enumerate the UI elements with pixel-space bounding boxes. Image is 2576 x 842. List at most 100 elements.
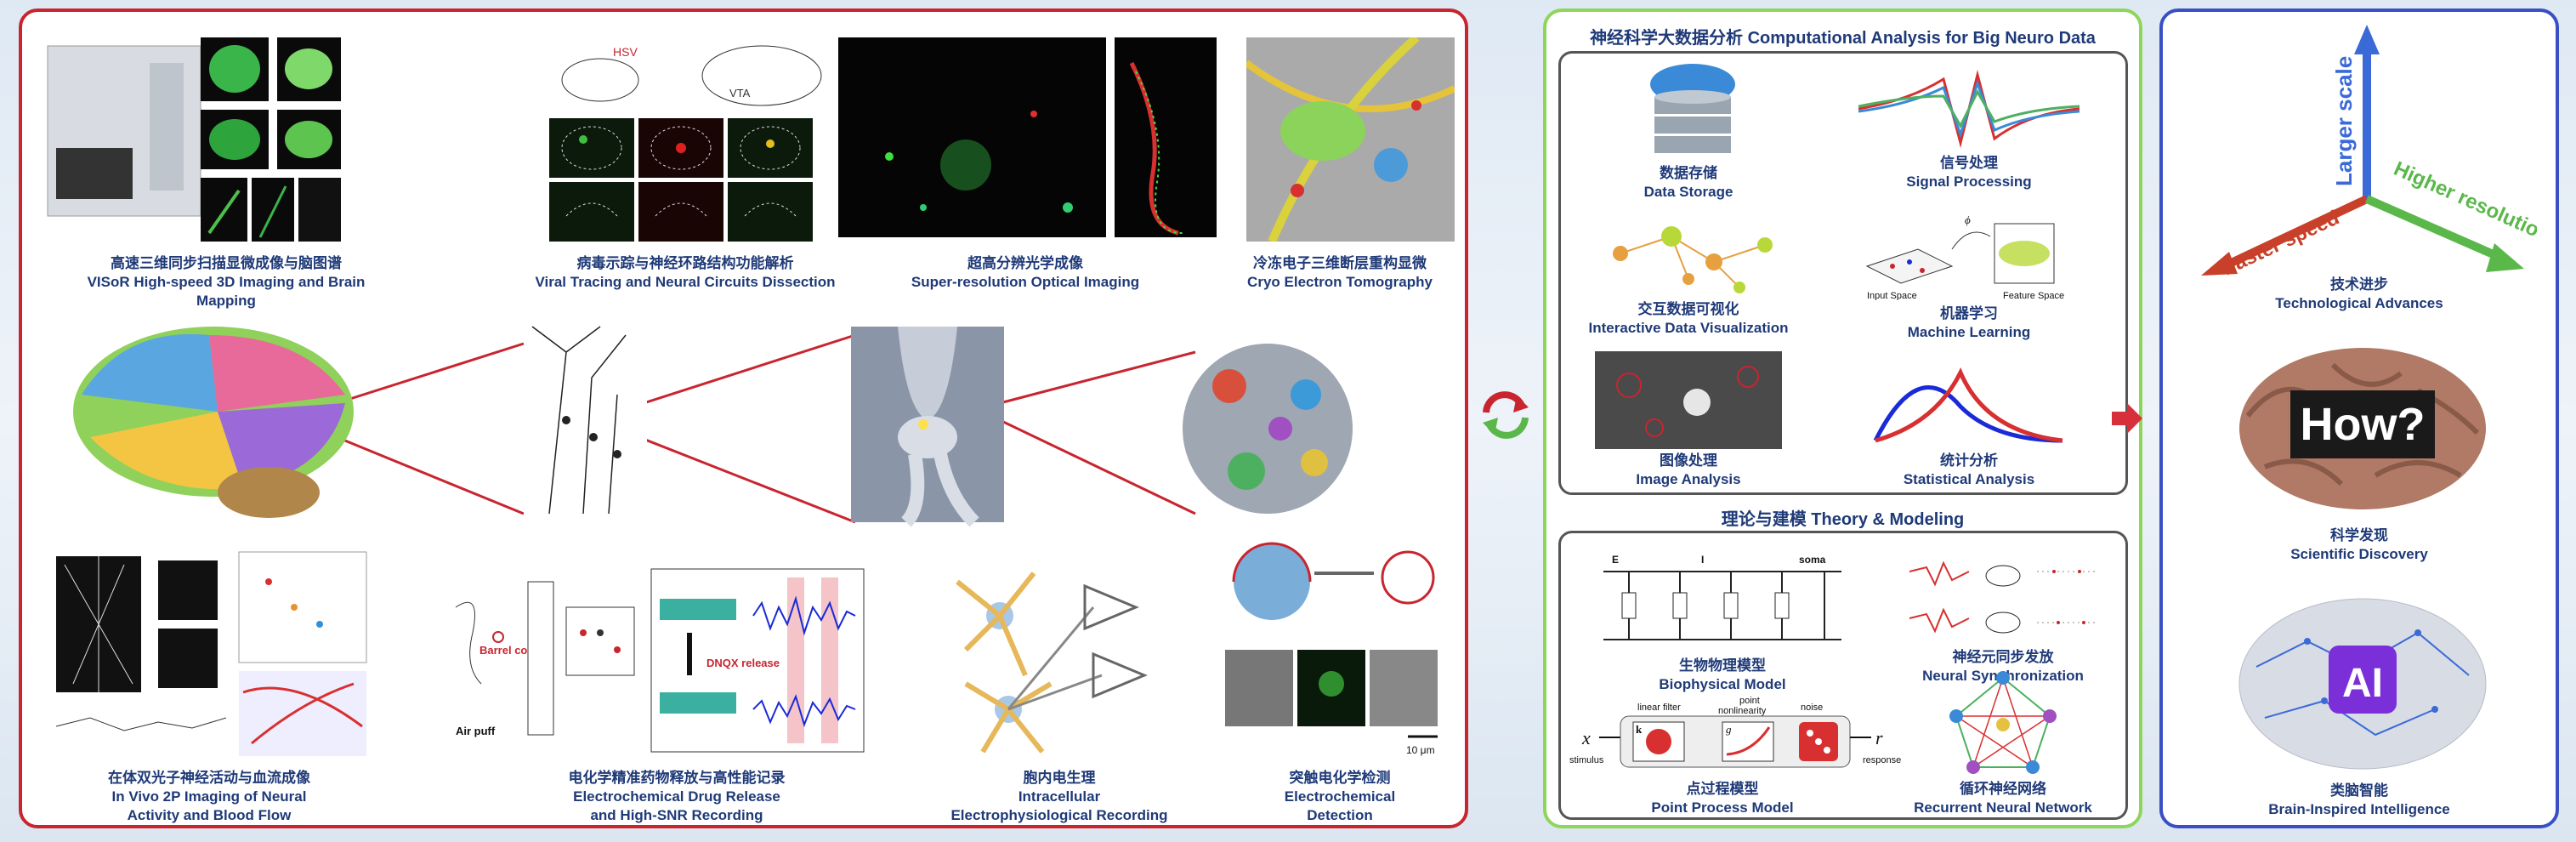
colored-brain <box>73 327 354 518</box>
caption-in-vivo: 在体双光子神经活动与血流成像 In Vivo 2P Imaging of Neu… <box>82 769 337 825</box>
right-panel: Larger scale Faster speed Higher resolut… <box>2159 9 2559 828</box>
caption-en: Electrophysiological Recording <box>950 807 1168 823</box>
response-label: response <box>1863 755 1901 765</box>
scalebar-label: 10 μm <box>1406 744 1435 756</box>
point-process-diagram: x stimulus linear filter point nonlinear… <box>1569 696 1901 768</box>
point-process-caption: 点过程模型 Point Process Model <box>1629 780 1816 817</box>
synaptic-detection-figure: 10 μm <box>1212 539 1459 760</box>
ai-label: AI <box>2342 661 2383 706</box>
caption-en: Intracellular <box>1018 788 1101 805</box>
caption-en: Biophysical Model <box>1659 676 1786 692</box>
circuit-diagram: E I soma <box>1603 554 1841 640</box>
caption-en: Statistical Analysis <box>1903 471 2035 487</box>
caption-en: Electrochemical Drug Release <box>573 788 780 805</box>
soma-label: soma <box>1799 554 1826 566</box>
interactive-viz-caption: 交互数据可视化 Interactive Data Visualization <box>1578 300 1799 338</box>
synapse-render <box>851 327 1004 527</box>
zoom-line <box>336 342 525 405</box>
vesicle-model <box>1183 344 1353 514</box>
neuron-sketch <box>524 318 647 526</box>
caption-en: Signal Processing <box>1906 174 2032 190</box>
point-label: point <box>1739 696 1760 706</box>
micrograph-icon <box>1595 351 1782 449</box>
linear-filter-label: linear filter <box>1637 703 1681 713</box>
stimulus-label: stimulus <box>1569 755 1604 765</box>
g-label: g <box>1726 723 1732 736</box>
visor-figure <box>39 29 345 246</box>
input-space-label: Input Space <box>1867 291 1917 300</box>
caption-en: Technological Advances <box>2275 295 2443 311</box>
caption-zh: 技术进步 <box>2330 276 2388 293</box>
viral-tracing-figure: HSV VTA <box>549 29 830 246</box>
drug-release-figure: Barrel cortex Air puff DNQX release <box>447 556 872 760</box>
feature-space-label: Feature Space <box>2003 291 2064 300</box>
distribution-curves-icon <box>1873 367 2063 443</box>
caption-zh: 病毒示踪与神经环路结构功能解析 <box>576 255 794 271</box>
caption-zh: 交互数据可视化 <box>1637 301 1739 317</box>
theory-box: E I soma 生物物理模型 Biophysical Model 神经元同步发… <box>1558 531 2128 820</box>
zoom-line <box>336 435 525 515</box>
caption-zh: 循环神经网络 <box>1960 781 2046 797</box>
caption-drug-release: 电化学精准药物释放与高性能记录 Electrochemical Drug Rel… <box>524 769 830 825</box>
e-label: E <box>1612 554 1619 566</box>
how-label: How? <box>2301 399 2426 450</box>
network-graph-icon <box>1613 226 1773 293</box>
caption-zh: 突触电化学检测 <box>1289 770 1391 786</box>
middle-panel: 神经科学大数据分析 Computational Analysis for Big… <box>1543 9 2142 828</box>
zoom-line <box>616 333 856 413</box>
caption-super-resolution: 超高分辨光学成像 Super-resolution Optical Imagin… <box>872 254 1178 292</box>
signal-waveform-icon <box>1858 70 2080 148</box>
brain-ai-icon: AI <box>2238 598 2487 770</box>
in-vivo-2p-figure <box>39 548 379 760</box>
zoom-chain <box>73 318 1353 527</box>
caption-zh: 电化学精准药物释放与高性能记录 <box>568 770 786 786</box>
caption-zh: 科学发现 <box>2330 527 2388 543</box>
i-label: I <box>1701 554 1704 566</box>
caption-zh: 图像处理 <box>1660 452 1717 469</box>
cycle-arrow-icon <box>1483 391 1529 439</box>
caption-zh: 信号处理 <box>1940 155 1998 171</box>
brain-how-icon: How? <box>2239 348 2486 509</box>
r-label: r <box>1875 727 1883 748</box>
caption-viral: 病毒示踪与神经环路结构功能解析 Viral Tracing and Neural… <box>524 254 847 292</box>
k-label: k <box>1636 723 1643 736</box>
caption-zh: 胞内电生理 <box>1023 770 1096 786</box>
kernel-map-icon: ϕ Input Space Feature Space <box>1865 213 2064 300</box>
rnn-caption: 循环神经网络 Recurrent Neural Network <box>1901 780 2105 817</box>
computational-title: 神经科学大数据分析 Computational Analysis for Big… <box>1590 29 2096 48</box>
vta-label: VTA <box>729 87 751 100</box>
caption-en: Brain-Inspired Intelligence <box>2268 801 2450 817</box>
caption-en: Electrochemical <box>1284 788 1396 805</box>
caption-en: VISoR High-speed 3D Imaging and Brain Ma… <box>87 274 366 309</box>
intracellular-figure <box>940 556 1170 760</box>
phi-label: ϕ <box>1965 213 1971 226</box>
rnn-diagram <box>1949 671 2057 774</box>
tech-advances-caption: 技术进步 Technological Advances <box>2163 276 2556 313</box>
caption-en: Super-resolution Optical Imaging <box>911 274 1140 290</box>
caption-en: Machine Learning <box>1907 324 2031 340</box>
theory-title: 理论与建模 Theory & Modeling <box>1721 510 1965 529</box>
x-label: x <box>1581 727 1591 748</box>
caption-en: Point Process Model <box>1651 799 1794 816</box>
caption-en: Data Storage <box>1643 184 1733 200</box>
database-icon <box>1650 64 1735 153</box>
noise-label: noise <box>1801 703 1823 713</box>
air-puff-label: Air puff <box>456 725 496 737</box>
higher-resolution-label: Higher resolution <box>2391 157 2537 247</box>
right-arrow-icon <box>2112 403 2142 434</box>
caption-en: Activity and Blood Flow <box>127 807 292 823</box>
caption-zh: 统计分析 <box>1940 452 1998 469</box>
caption-zh: 机器学习 <box>1940 305 1998 321</box>
caption-intracellular: 胞内电生理 Intracellular Electrophysiological… <box>923 769 1195 825</box>
biophysical-caption: 生物物理模型 Biophysical Model <box>1629 657 1816 694</box>
hsv-label: HSV <box>613 45 638 59</box>
caption-en: Cryo Electron Tomography <box>1247 274 1433 290</box>
synchronization-diagram <box>1909 560 2097 634</box>
caption-zh: 冷冻电子三维断层重构显微 <box>1253 255 1427 271</box>
caption-en: Scientific Discovery <box>2290 546 2428 562</box>
super-resolution-figure <box>838 37 1221 242</box>
caption-cryo: 冷冻电子三维断层重构显微 Cryo Electron Tomography <box>1212 254 1467 292</box>
dnqx-label: DNQX release <box>706 657 780 669</box>
caption-visor: 高速三维同步扫描显微成像与脑图谱 VISoR High-speed 3D Ima… <box>73 254 379 310</box>
caption-zh: 数据存储 <box>1660 165 1717 181</box>
